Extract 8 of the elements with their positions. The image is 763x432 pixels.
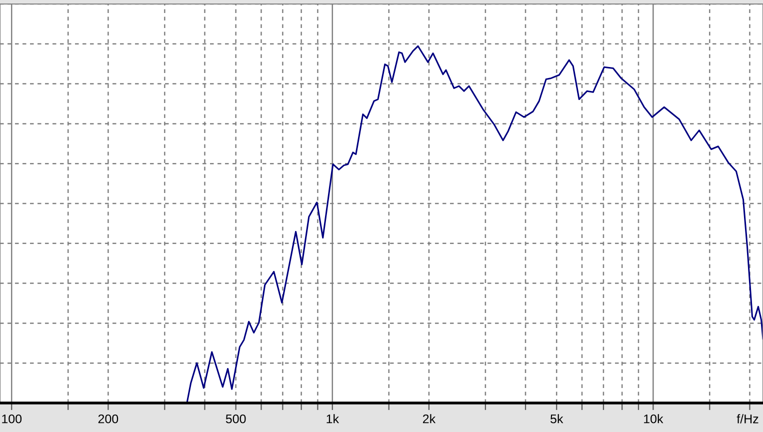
x-tick-label: 5k [550, 414, 564, 424]
x-tick-label: 10k [644, 414, 664, 424]
x-axis-title: f/Hz [736, 414, 758, 424]
x-tick-label: 200 [98, 414, 118, 424]
x-tick-label: 1k [326, 414, 340, 424]
x-tick-label: 2k [422, 414, 436, 424]
x-tick-label: 500 [226, 414, 246, 424]
x-tick-label: 100 [2, 414, 22, 424]
